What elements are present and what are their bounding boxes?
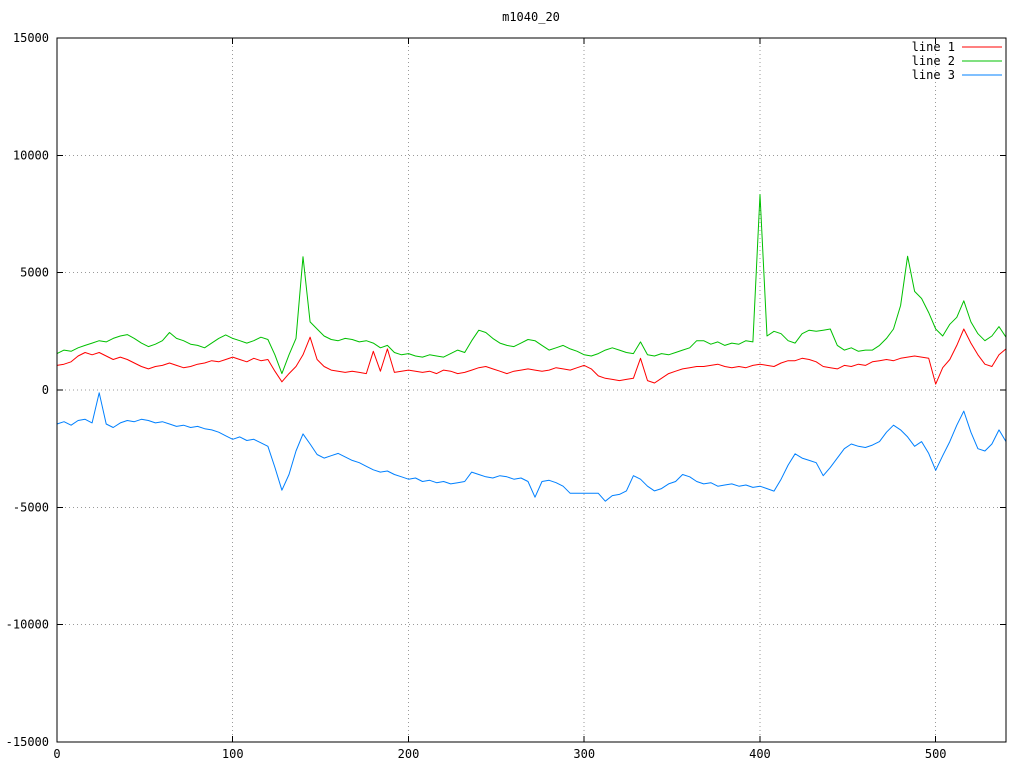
x-tick-label: 300 [573,747,595,761]
y-tick-label: 0 [42,383,49,397]
y-tick-label: 5000 [20,266,49,280]
y-tick-label: -10000 [6,618,49,632]
series-layer [56,194,1007,502]
legend-label-line-2: line 2 [912,54,955,68]
x-tick-label: 500 [925,747,947,761]
legend: line 1 line 2 line 3 [912,40,1002,82]
x-tick-label: 400 [749,747,771,761]
legend-label-line-1: line 1 [912,40,955,54]
x-tick-label: 100 [222,747,244,761]
series-line-1 [56,328,1007,385]
y-tick-label: 10000 [13,148,49,162]
plot-border [56,37,1007,743]
y-tick-label: -15000 [6,735,49,749]
x-tick-label: 0 [53,747,60,761]
series-line-3 [56,392,1007,502]
series-line-2 [56,194,1007,375]
chart-title: m1040_20 [502,10,560,24]
x-tick-label: 200 [398,747,420,761]
grid-layer [56,37,1006,743]
axis-layer: 0 100 200 300 400 500 -15000 -10000 -5000 0 5000 10… [6,31,1007,761]
y-tick-label: -5000 [13,500,49,514]
legend-label-line-3: line 3 [912,68,955,82]
y-tick-label: 15000 [13,31,49,45]
